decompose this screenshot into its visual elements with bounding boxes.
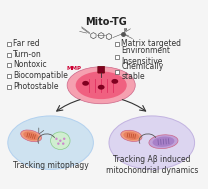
Ellipse shape: [57, 143, 60, 145]
FancyBboxPatch shape: [115, 55, 119, 59]
Ellipse shape: [67, 67, 135, 104]
Ellipse shape: [76, 71, 127, 99]
Ellipse shape: [8, 116, 93, 169]
Text: MMP: MMP: [66, 66, 82, 71]
Ellipse shape: [23, 132, 39, 140]
FancyBboxPatch shape: [7, 63, 11, 67]
Ellipse shape: [51, 132, 70, 149]
Text: Biocompatible: Biocompatible: [13, 71, 68, 80]
Text: Far red: Far red: [13, 39, 40, 48]
FancyBboxPatch shape: [7, 53, 11, 57]
FancyBboxPatch shape: [115, 70, 119, 74]
Ellipse shape: [109, 116, 195, 169]
Text: Environment
Insensitive: Environment Insensitive: [121, 46, 170, 66]
Ellipse shape: [21, 130, 42, 142]
FancyBboxPatch shape: [7, 85, 11, 89]
Ellipse shape: [121, 130, 142, 141]
Ellipse shape: [98, 85, 105, 90]
Ellipse shape: [82, 81, 89, 86]
Ellipse shape: [59, 139, 62, 142]
Text: Chemically
stable: Chemically stable: [121, 62, 163, 81]
Text: Tracking Aβ induced
mitochondrial dynamics: Tracking Aβ induced mitochondrial dynami…: [106, 155, 198, 175]
FancyBboxPatch shape: [115, 42, 119, 46]
Ellipse shape: [123, 132, 139, 140]
Text: Photostable: Photostable: [13, 82, 59, 91]
Text: Mito-TG: Mito-TG: [85, 17, 127, 27]
Text: Tracking mitophagy: Tracking mitophagy: [13, 160, 88, 170]
FancyBboxPatch shape: [7, 42, 11, 46]
Text: Turn-on: Turn-on: [13, 50, 42, 59]
Text: Nontoxic: Nontoxic: [13, 60, 47, 69]
FancyBboxPatch shape: [98, 66, 105, 73]
Ellipse shape: [149, 135, 178, 149]
Ellipse shape: [55, 138, 58, 140]
Text: P: P: [124, 28, 127, 33]
Ellipse shape: [152, 136, 174, 147]
Text: +: +: [124, 28, 127, 32]
Ellipse shape: [62, 143, 64, 145]
Text: Matrix targeted: Matrix targeted: [121, 39, 181, 48]
Ellipse shape: [63, 138, 66, 140]
Ellipse shape: [111, 79, 118, 84]
FancyBboxPatch shape: [7, 74, 11, 78]
